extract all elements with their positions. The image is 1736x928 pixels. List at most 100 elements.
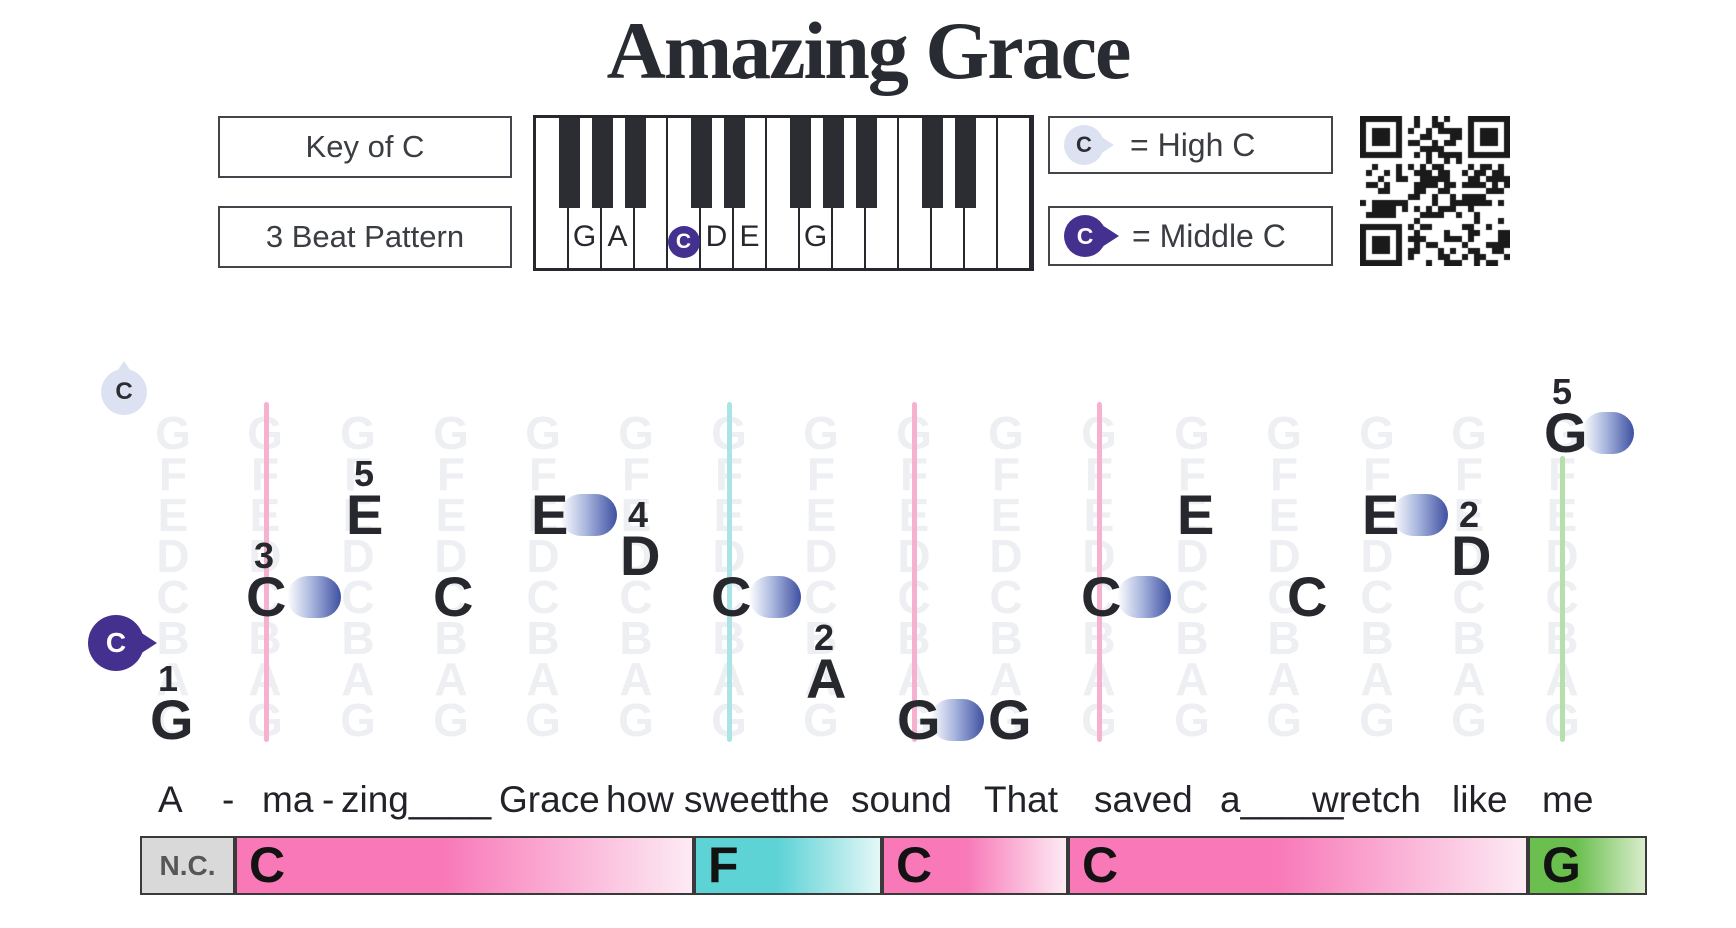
faded-letter: E — [342, 489, 374, 541]
key-label: A — [607, 220, 628, 253]
faded-letter: F — [343, 448, 373, 500]
faded-letter: E — [1453, 489, 1485, 541]
faded-letter: G — [1451, 694, 1487, 746]
black-key — [921, 118, 943, 208]
black-key — [690, 118, 712, 208]
note-letter: C — [711, 565, 752, 628]
key-signature-box: Key of C — [218, 116, 512, 178]
chord-label: F — [708, 837, 739, 893]
key-signature-label: Key of C — [305, 129, 425, 164]
faded-letter: B — [1267, 612, 1301, 664]
faded-letter: G — [1451, 407, 1487, 459]
faded-letter: F — [1454, 448, 1484, 500]
faded-letter: A — [526, 653, 560, 705]
note-letter: G — [150, 688, 194, 751]
faded-letter: G — [433, 694, 469, 746]
faded-letter: D — [341, 530, 375, 582]
black-key — [789, 118, 811, 208]
faded-letter: G — [340, 694, 376, 746]
faded-letter: G — [803, 694, 839, 746]
sustain-pill — [1117, 576, 1171, 618]
beat-pattern-box: 3 Beat Pattern — [218, 206, 512, 268]
faded-letter: A — [1360, 653, 1394, 705]
lyric-token: - — [222, 779, 235, 820]
faded-letter: G — [988, 407, 1024, 459]
note-letter: G — [988, 688, 1032, 751]
black-key — [591, 118, 613, 208]
lyric-token: zing____ — [341, 779, 492, 820]
faded-letter: G — [1266, 694, 1302, 746]
faded-letter: C — [1267, 571, 1301, 623]
lyric-token: the — [778, 779, 830, 820]
black-key — [624, 118, 646, 208]
sustain-pill — [287, 576, 341, 618]
faded-letter: G — [525, 694, 561, 746]
faded-letter: C — [1175, 571, 1209, 623]
faded-letter: A — [619, 653, 653, 705]
white-key — [998, 118, 1031, 268]
finger-number: 3 — [254, 535, 275, 576]
faded-letter: G — [433, 407, 469, 459]
faded-letter: B — [989, 612, 1023, 664]
legend-middle-c: C = Middle C — [1048, 206, 1333, 266]
faded-letter: G — [1544, 407, 1580, 459]
faded-letter: D — [526, 530, 560, 582]
faded-letter: G — [803, 407, 839, 459]
chord-segment: G — [1528, 836, 1647, 895]
faded-letter: D — [989, 530, 1023, 582]
faded-letter: C — [804, 571, 838, 623]
chord-segment: C — [882, 836, 1068, 895]
lyric-token: wretch — [1312, 779, 1421, 820]
lyric-token: saved — [1094, 779, 1193, 820]
chord-label: C — [896, 837, 933, 893]
barline — [726, 402, 732, 742]
middle-c-key-marker: C — [667, 226, 700, 258]
key-label: G — [803, 220, 828, 253]
black-key — [723, 118, 745, 208]
legend-middle-c-label: = Middle C — [1132, 217, 1286, 254]
key-label: D — [705, 220, 728, 253]
faded-letter: F — [991, 448, 1021, 500]
sustain-pill — [930, 699, 984, 741]
faded-letter: E — [1268, 489, 1300, 541]
faded-letter: G — [155, 694, 191, 746]
note-letter: C — [1081, 565, 1122, 628]
faded-letter: A — [434, 653, 468, 705]
faded-letter: C — [619, 571, 653, 623]
faded-letter: F — [1269, 448, 1299, 500]
faded-letter: E — [620, 489, 652, 541]
faded-letter: D — [1175, 530, 1209, 582]
faded-letter: B — [619, 612, 653, 664]
beat-pattern-label: 3 Beat Pattern — [265, 219, 465, 254]
sustain-pill — [1392, 494, 1448, 536]
faded-letter: A — [341, 653, 375, 705]
chord-label: G — [1542, 837, 1581, 893]
faded-letter: A — [804, 653, 838, 705]
chord-segment: N.C. — [140, 836, 235, 895]
faded-letter: G — [618, 407, 654, 459]
faded-letter: D — [434, 530, 468, 582]
black-key — [822, 118, 844, 208]
chord-label: N.C. — [159, 850, 216, 881]
finger-number: 1 — [158, 658, 179, 699]
note-letter: A — [806, 647, 847, 710]
faded-letter: D — [1452, 530, 1486, 582]
faded-letter: F — [1362, 448, 1392, 500]
middle-c-droplet-icon: C — [1064, 215, 1106, 257]
lyric-token: A — [158, 779, 183, 820]
faded-letter: G — [340, 407, 376, 459]
lyric-token: sound — [851, 779, 952, 820]
faded-letter: G — [988, 694, 1024, 746]
qr-code — [1360, 116, 1510, 266]
note-letter: C — [433, 565, 474, 628]
faded-letter: C — [156, 571, 190, 623]
lyric-token: a_____ — [1220, 779, 1344, 820]
note-letter: C — [246, 565, 287, 628]
faded-letter: F — [806, 448, 836, 500]
faded-letter: A — [989, 653, 1023, 705]
faded-letter: B — [434, 612, 468, 664]
faded-letter: A — [1267, 653, 1301, 705]
chord-segment: C — [1068, 836, 1528, 895]
